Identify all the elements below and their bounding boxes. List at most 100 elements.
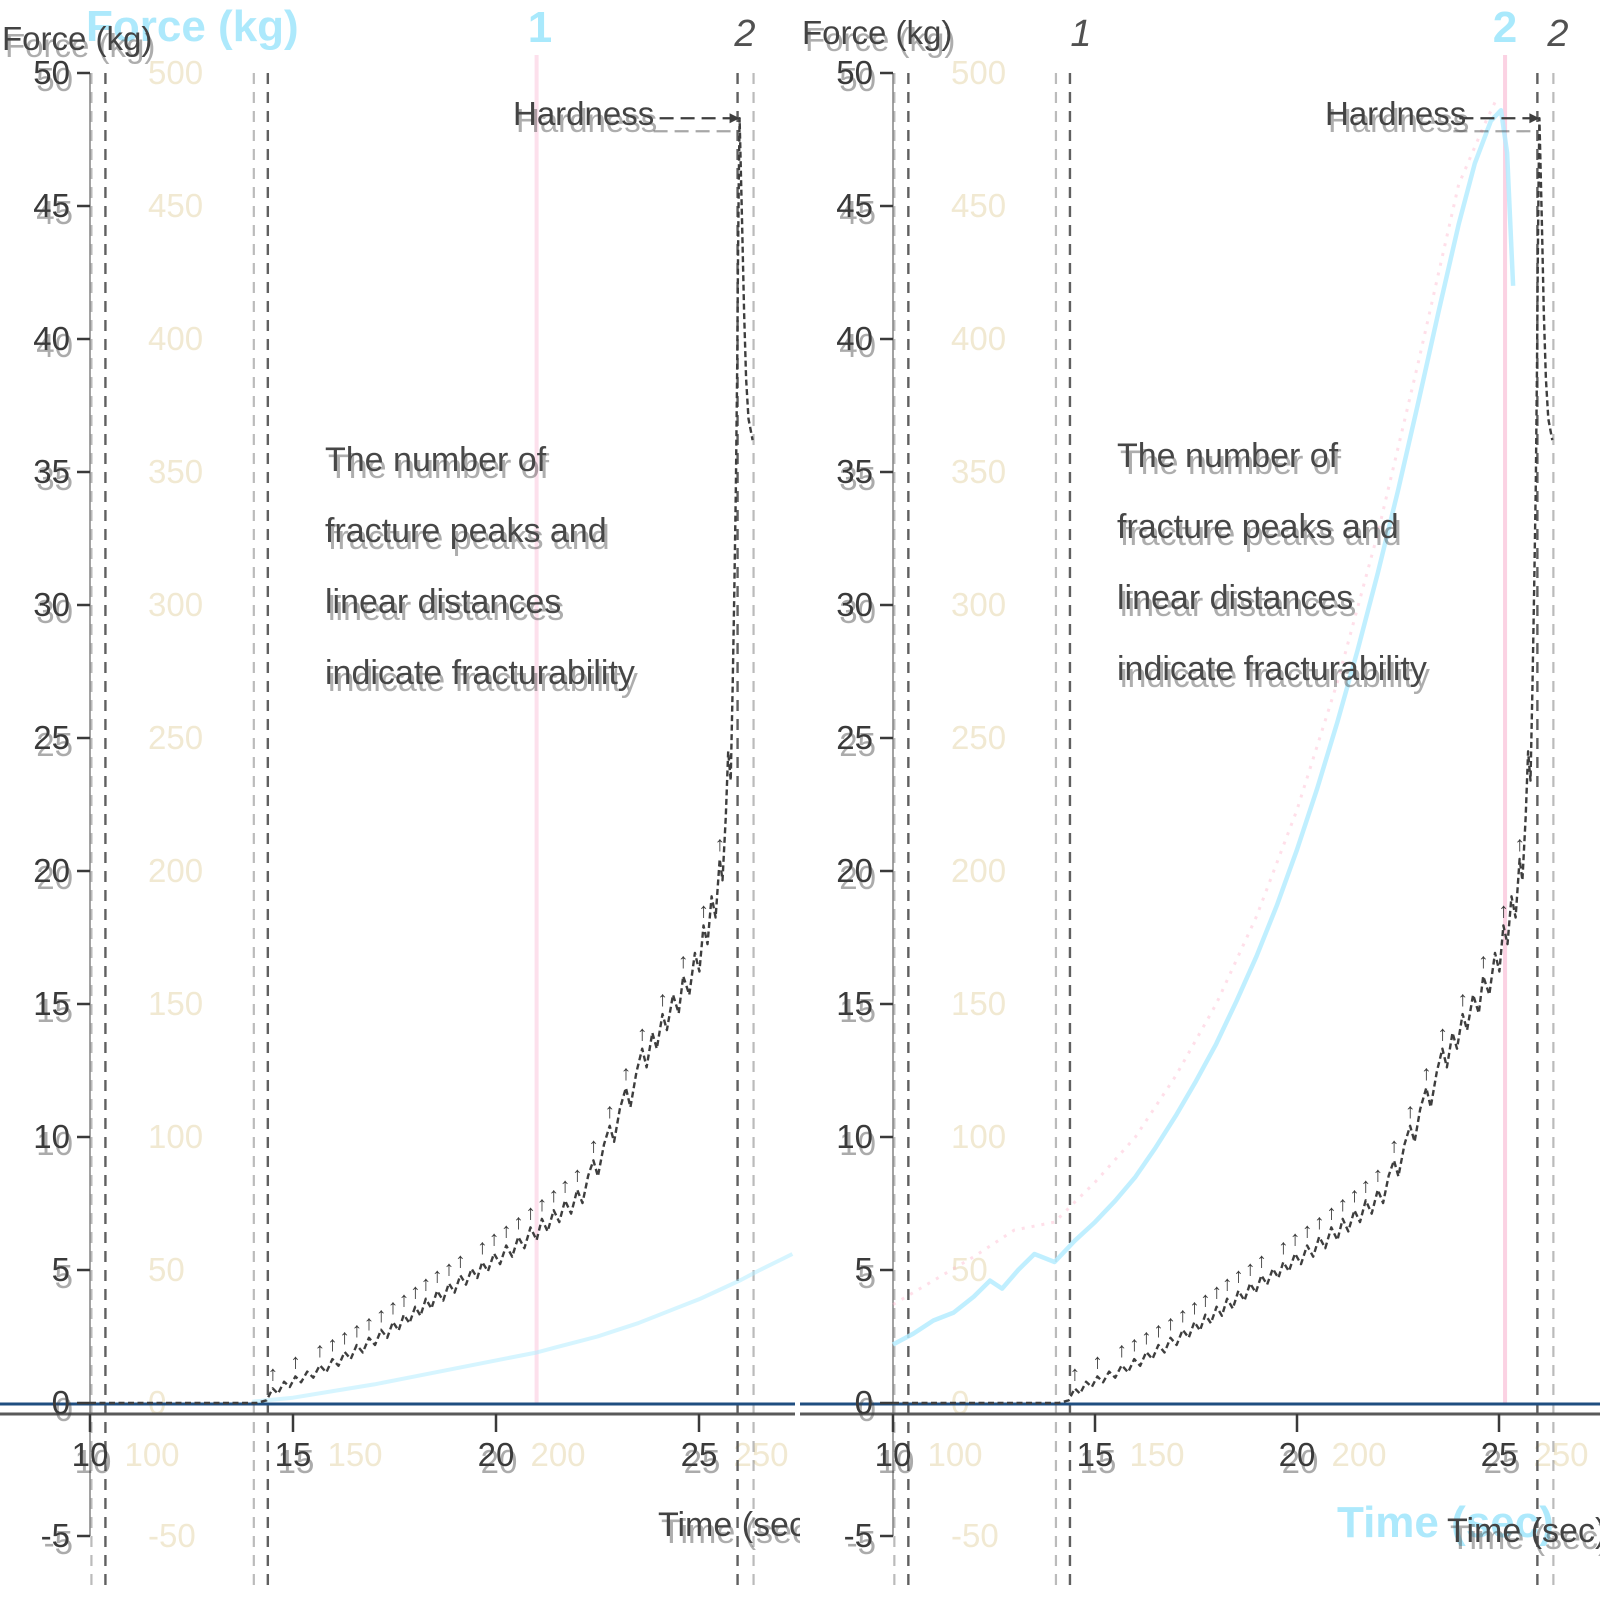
fracturability-note-line: linear distances	[1117, 579, 1354, 617]
ghost-x-tick-label: 150	[327, 1436, 382, 1473]
y-tick-label: -5	[41, 1517, 70, 1554]
ghost-y-tick-label: 450	[951, 187, 1006, 224]
fracture-peak-arrow-icon: ↑	[290, 1350, 301, 1373]
ghost-y-tick-label: 250	[148, 719, 203, 756]
fracturability-note: The number of fracture peaks and linear …	[1117, 421, 1427, 705]
top-ghost-numeral: 2	[733, 13, 755, 55]
y-tick-label-ghost: 50	[839, 61, 876, 98]
y-tick-label: 50	[33, 54, 70, 91]
fracture-peak-arrow-icon: ↑	[432, 1265, 443, 1288]
y-tick-label-ghost: 10	[36, 1125, 73, 1162]
fracture-peak-arrow-icon: ↑	[1514, 833, 1525, 856]
fracture-peak-arrow-icon: ↑	[351, 1319, 362, 1342]
ghost-y-tick-label: 200	[148, 852, 203, 889]
x-tick-label: 15	[275, 1436, 312, 1473]
y-tick-label-ghost: 10	[839, 1125, 876, 1162]
fracture-peak-arrow-icon: ↑	[1189, 1296, 1200, 1319]
ghost-cyan-curve	[252, 1252, 794, 1404]
y-tick-label: 10	[836, 1118, 873, 1155]
x-tick-label: 25	[681, 1436, 718, 1473]
fracturability-note-line: fracture peaks and	[1117, 508, 1399, 546]
fracture-peak-arrow-icon: ↑	[513, 1211, 524, 1234]
fracturability-note-line: fracture peaks and	[325, 512, 607, 550]
x-tick-label-ghost: 25	[1484, 1443, 1521, 1480]
ghost-y-tick-label: 400	[148, 320, 203, 357]
top-ghost-numeral: 1	[1070, 13, 1091, 55]
fracture-peak-arrow-icon: ↑	[1457, 988, 1468, 1011]
chart-plot-area-left: 500450400350300250200150100500-501001502…	[0, 3, 795, 1585]
time-axis-title-ghost: Time (sec)	[1337, 1498, 1554, 1547]
fracture-peak-arrow-icon: ↑	[621, 1062, 632, 1085]
y-tick-label: 30	[836, 586, 873, 623]
y-tick-label: 50	[836, 54, 873, 91]
ghost-x-tick-label: 100	[927, 1436, 982, 1473]
y-tick-label: 45	[33, 187, 70, 224]
fracturability-note: The number of fracture peaks and linear …	[325, 425, 635, 709]
chart-plot-area-right: 500450400350300250200150100500-501001502…	[800, 3, 1600, 1585]
y-tick-label: 15	[33, 985, 70, 1022]
ghost-y-tick-label: 450	[148, 187, 203, 224]
y-tick-label: 20	[836, 852, 873, 889]
hardness-leader-arrowhead-icon	[729, 113, 740, 124]
x-tick-label: 10	[72, 1436, 109, 1473]
hardness-leader-arrowhead-icon	[1529, 113, 1540, 124]
ghost-y-tick-label: -50	[148, 1517, 196, 1554]
y-tick-label-ghost: 0	[858, 1391, 876, 1428]
ghost-y-tick-label: 100	[951, 1118, 1006, 1155]
y-tick-label-ghost: -5	[44, 1524, 73, 1561]
force-axis-title: Force (kg)	[2, 20, 153, 57]
y-tick-label: 40	[836, 320, 873, 357]
time-axis-title: Time (sec)	[658, 1506, 800, 1544]
x-tick-label-ghost: 15	[1080, 1443, 1117, 1480]
force-time-chart-right: 500450400350300250200150100500-501001502…	[800, 0, 1600, 1600]
fracture-peak-arrow-icon: ↑	[657, 988, 668, 1011]
fracture-peak-arrow-icon: ↑	[364, 1312, 375, 1335]
ghost-y-tick-label: 300	[951, 586, 1006, 623]
y-tick-label-ghost: 0	[55, 1391, 73, 1428]
fracture-peak-arrow-icon: ↑	[1302, 1220, 1313, 1243]
fracture-peak-arrow-icon: ↑	[477, 1236, 488, 1259]
y-tick-label: -5	[844, 1517, 873, 1554]
fracture-peak-arrow-icon: ↑	[548, 1184, 559, 1207]
fracture-peak-arrow-icon: ↑	[1360, 1174, 1371, 1197]
ghost-y-tick-label: 400	[951, 320, 1006, 357]
fracture-peak-arrow-icon: ↑	[1200, 1289, 1211, 1312]
force-time-chart-left: 500450400350300250200150100500-501001502…	[0, 2, 800, 1585]
fracture-peak-arrow-icon: ↑	[444, 1257, 455, 1280]
x-tick-label: 20	[478, 1436, 515, 1473]
ghost-x-tick-label: 200	[1331, 1436, 1386, 1473]
x-tick-label-ghost: 20	[481, 1443, 518, 1480]
x-tick-label: 15	[1077, 1436, 1114, 1473]
ghost-x-tick-label: 200	[530, 1436, 585, 1473]
fracture-peak-arrow-icon: ↑	[1290, 1228, 1301, 1251]
fracture-peak-arrow-icon: ↑	[1498, 900, 1509, 923]
ghost-x-tick-label: 250	[1533, 1436, 1588, 1473]
fracture-peak-arrow-icon: ↑	[327, 1333, 338, 1356]
y-tick-label: 5	[52, 1251, 70, 1288]
top-ghost-numeral: 2	[1493, 3, 1517, 52]
y-tick-label: 0	[855, 1384, 873, 1421]
pink-ghost-line	[534, 55, 539, 1405]
ghost-x-tick-label: 150	[1129, 1436, 1184, 1473]
y-tick-label: 20	[33, 852, 70, 889]
ghost-pink-dots	[892, 101, 1497, 1306]
y-tick-label: 5	[855, 1251, 873, 1288]
hardness-annotation: Hardness	[1325, 95, 1467, 132]
fracture-peak-arrow-icon: ↑	[604, 1100, 615, 1123]
hardness-annotation: Hardness	[513, 95, 655, 132]
y-tick-label-ghost: 25	[36, 726, 73, 763]
fracture-peak-arrow-icon: ↑	[678, 950, 689, 973]
force-axis-title: Force (kg)	[802, 14, 953, 51]
y-tick-label: 15	[836, 985, 873, 1022]
fracture-peak-arrow-icon: ↑	[501, 1220, 512, 1243]
fracture-peak-arrow-icon: ↑	[1326, 1201, 1337, 1224]
fracturability-note-line: indicate fracturability	[325, 654, 635, 692]
fracture-peak-arrow-icon: ↑	[339, 1326, 350, 1349]
y-tick-label-ghost: 20	[36, 859, 73, 896]
fracture-peak-arrow-icon: ↑	[1337, 1193, 1348, 1216]
y-tick-label: 40	[33, 320, 70, 357]
fracture-peak-arrow-icon: ↑	[1092, 1350, 1103, 1373]
fracturability-note-line: indicate fracturability	[1117, 650, 1427, 688]
y-tick-label-ghost: 30	[36, 593, 73, 630]
time-axis-title: Time (sec)	[1447, 1512, 1600, 1550]
